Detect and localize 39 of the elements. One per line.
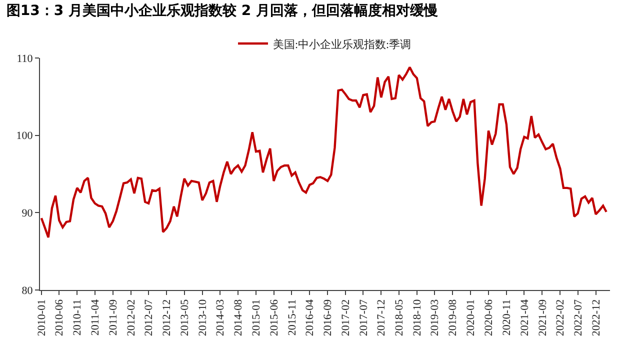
x-tick-label: 2019-08 (447, 298, 460, 336)
x-tick-label: 2020-01 (465, 299, 478, 336)
x-tick-label: 2014-03 (214, 298, 227, 336)
x-tick-label: 2022-02 (554, 299, 567, 336)
x-tick-label: 2010-01 (36, 299, 48, 336)
x-tick-label: 2012-07 (143, 298, 156, 336)
x-tick-label: 2013-05 (178, 298, 191, 336)
x-tick-label: 2011-09 (107, 298, 120, 336)
x-tick-label: 2021-04 (518, 298, 531, 336)
x-tick-label: 2012-02 (125, 299, 138, 336)
x-tick-label: 2015-11 (286, 299, 298, 336)
chart-title: 图13：3 月美国中小企业乐观指数较 2 月回落，但回落幅度相对缓慢 (6, 2, 438, 19)
x-tick-label: 2015-06 (268, 298, 280, 336)
y-tick-label: 100 (16, 130, 34, 142)
x-tick-label: 2021-09 (536, 298, 549, 336)
x-tick-label: 2016-04 (304, 298, 316, 336)
x-tick-label: 2022-07 (572, 298, 584, 336)
x-tick-label: 2022-12 (590, 299, 602, 336)
x-tick-label: 2015-01 (250, 299, 263, 336)
x-tick-label: 2018-10 (411, 298, 424, 336)
x-tick-label: 2018-05 (393, 298, 406, 336)
x-tick-label: 2011-04 (89, 298, 102, 336)
x-tick-label: 2020-11 (501, 299, 514, 336)
x-tick-label: 2010-11 (72, 299, 84, 336)
x-tick-label: 2020-06 (483, 298, 496, 336)
y-tick-label: 90 (22, 208, 34, 220)
y-tick-label: 80 (22, 284, 34, 297)
x-tick-label: 2016-09 (322, 298, 334, 336)
x-tick-label: 2013-10 (196, 298, 209, 336)
x-tick-label: 2012-12 (161, 299, 174, 336)
x-tick-label: 2019-03 (429, 298, 442, 336)
x-tick-label: 2017-12 (376, 299, 388, 336)
x-tick-label: 2017-07 (358, 298, 370, 336)
y-tick-label: 110 (16, 52, 34, 65)
legend-label: 美国:中小企业乐观指数:季调 (273, 38, 412, 51)
x-tick-label: 2017-02 (340, 299, 352, 336)
x-tick-label: 2014-08 (232, 298, 245, 336)
line-series (40, 66, 608, 239)
x-tick-label: 2010-06 (54, 298, 66, 336)
